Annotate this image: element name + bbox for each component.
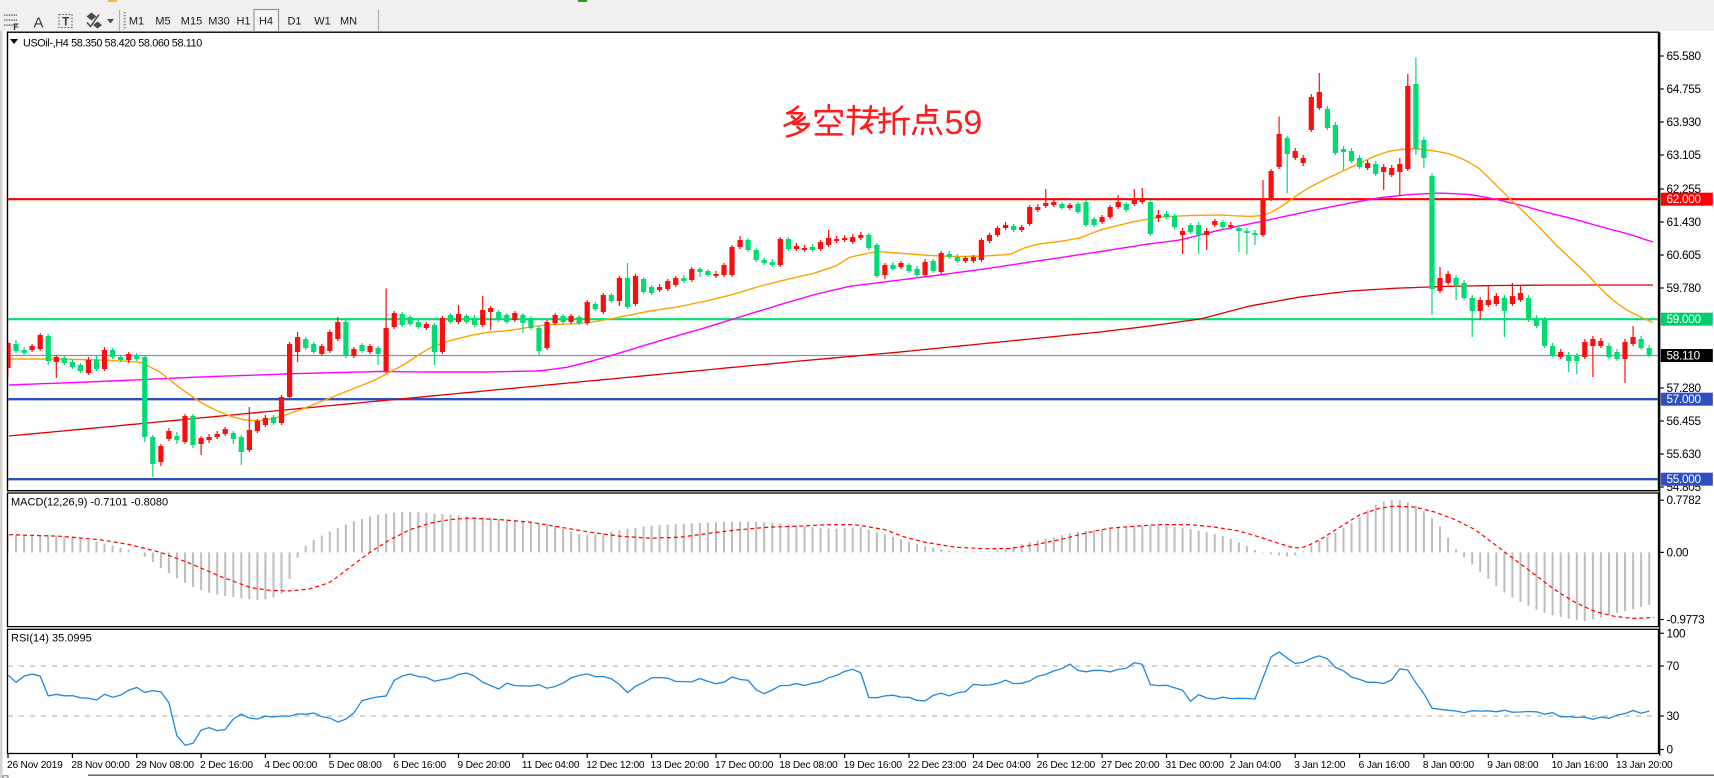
svg-text:0: 0 xyxy=(1667,743,1674,757)
svg-text:59.780: 59.780 xyxy=(1667,281,1702,295)
svg-text:11 Dec 04:00: 11 Dec 04:00 xyxy=(522,760,580,771)
svg-text:26 Dec 12:00: 26 Dec 12:00 xyxy=(1037,760,1096,771)
svg-text:57.000: 57.000 xyxy=(1667,392,1702,406)
svg-text:58.110: 58.110 xyxy=(1667,349,1701,363)
svg-text:5 Dec 08:00: 5 Dec 08:00 xyxy=(329,760,382,771)
svg-text:63.930: 63.930 xyxy=(1667,115,1702,129)
svg-text:55.630: 55.630 xyxy=(1667,447,1702,461)
svg-text:55.000: 55.000 xyxy=(1667,472,1702,486)
svg-text:3 Jan 12:00: 3 Jan 12:00 xyxy=(1294,760,1346,771)
svg-text:M5: M5 xyxy=(155,16,170,28)
svg-text:2 Jan 04:00: 2 Jan 04:00 xyxy=(1230,760,1282,771)
svg-text:USOil-,H4 58.350 58.420 58.06: USOil-,H4 58.350 58.420 58.060 58.110 xyxy=(23,38,202,50)
svg-text:100: 100 xyxy=(1667,626,1687,640)
svg-text:9 Jan 08:00: 9 Jan 08:00 xyxy=(1487,760,1539,771)
svg-text:0.00: 0.00 xyxy=(1667,545,1689,559)
svg-text:18 Dec 08:00: 18 Dec 08:00 xyxy=(779,760,838,771)
svg-text:27 Dec 20:00: 27 Dec 20:00 xyxy=(1101,760,1160,771)
svg-text:10 Jan 16:00: 10 Jan 16:00 xyxy=(1552,760,1609,771)
svg-text:59.000: 59.000 xyxy=(1667,312,1702,326)
svg-text:RSI(14) 35.0995: RSI(14) 35.0995 xyxy=(11,633,92,645)
svg-text:H1: H1 xyxy=(236,16,250,28)
svg-text:63.105: 63.105 xyxy=(1667,148,1702,162)
svg-text:17 Dec 00:00: 17 Dec 00:00 xyxy=(715,760,774,771)
svg-text:65.580: 65.580 xyxy=(1667,49,1702,63)
svg-text:D1: D1 xyxy=(287,16,301,28)
svg-text:26 Nov 2019: 26 Nov 2019 xyxy=(7,760,63,771)
svg-text:13 Jan 20:00: 13 Jan 20:00 xyxy=(1616,760,1673,771)
svg-text:13 Dec 20:00: 13 Dec 20:00 xyxy=(651,760,710,771)
svg-text:0.7782: 0.7782 xyxy=(1667,493,1701,507)
svg-text:62.000: 62.000 xyxy=(1667,192,1702,206)
svg-text:59: 59 xyxy=(945,104,983,142)
svg-text:60.605: 60.605 xyxy=(1667,248,1702,262)
svg-text:T: T xyxy=(62,17,69,29)
svg-text:19 Dec 16:00: 19 Dec 16:00 xyxy=(844,760,903,771)
svg-text:A: A xyxy=(34,15,44,32)
svg-text:61.430: 61.430 xyxy=(1667,215,1702,229)
svg-text:62.255: 62.255 xyxy=(1667,182,1702,196)
svg-text:W1: W1 xyxy=(314,16,331,28)
svg-text:H4: H4 xyxy=(259,16,273,28)
svg-text:M30: M30 xyxy=(208,16,229,28)
svg-text:8 Jan 00:00: 8 Jan 00:00 xyxy=(1423,760,1475,771)
svg-text:29 Nov 08:00: 29 Nov 08:00 xyxy=(136,760,195,771)
svg-text:24 Dec 04:00: 24 Dec 04:00 xyxy=(972,760,1031,771)
svg-text:31 Dec 00:00: 31 Dec 00:00 xyxy=(1166,760,1225,771)
svg-text:22 Dec 23:00: 22 Dec 23:00 xyxy=(908,760,967,771)
svg-text:12 Dec 12:00: 12 Dec 12:00 xyxy=(586,760,645,771)
svg-text:30: 30 xyxy=(1667,709,1680,723)
svg-text:M1: M1 xyxy=(129,16,144,28)
svg-text:6 Dec 16:00: 6 Dec 16:00 xyxy=(393,760,446,771)
svg-text:9 Dec 20:00: 9 Dec 20:00 xyxy=(458,760,511,771)
svg-text:M15: M15 xyxy=(181,16,202,28)
svg-text:70: 70 xyxy=(1667,659,1680,673)
svg-text:64.755: 64.755 xyxy=(1667,82,1702,96)
svg-text:MACD(12,26,9) -0.7101 -0.8080: MACD(12,26,9) -0.7101 -0.8080 xyxy=(11,497,168,509)
svg-text:4 Dec 00:00: 4 Dec 00:00 xyxy=(264,760,317,771)
svg-text:F: F xyxy=(13,22,19,31)
svg-text:56.455: 56.455 xyxy=(1667,414,1702,428)
svg-text:2 Dec 16:00: 2 Dec 16:00 xyxy=(200,760,253,771)
svg-text:57.280: 57.280 xyxy=(1667,381,1702,395)
svg-text:-0.9773: -0.9773 xyxy=(1667,613,1706,627)
svg-text:MN: MN xyxy=(340,16,357,28)
svg-text:6 Jan 16:00: 6 Jan 16:00 xyxy=(1359,760,1411,771)
svg-text:28 Nov 00:00: 28 Nov 00:00 xyxy=(71,760,130,771)
